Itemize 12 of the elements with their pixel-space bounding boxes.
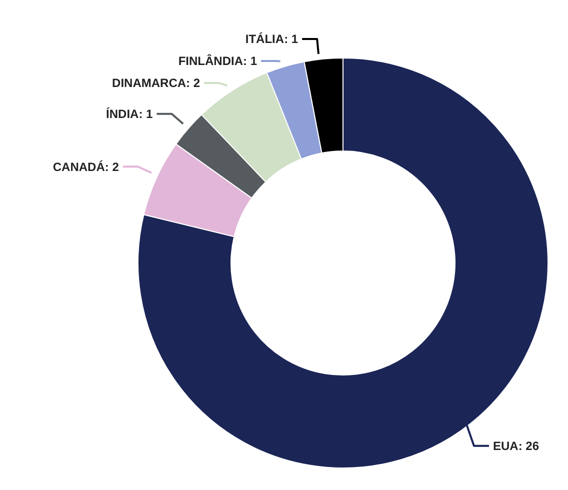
- slice-label: CANADÁ: [52, 160, 106, 174]
- slice-label: DINAMARCA: [112, 76, 186, 90]
- data-label: : 2: [104, 160, 120, 174]
- slice-label: EUA: [492, 439, 519, 454]
- slice-label: FINLÂNDIA: [178, 54, 244, 68]
- slice-label: ITÁLIA: [245, 32, 284, 46]
- data-label: : 26: [518, 439, 540, 454]
- slice-label: ÍNDIA: [106, 107, 140, 122]
- data-label: : 2: [186, 76, 200, 90]
- data-label: : 1: [284, 32, 298, 46]
- data-label: : 1: [138, 107, 154, 122]
- data-label: : 1: [243, 54, 258, 68]
